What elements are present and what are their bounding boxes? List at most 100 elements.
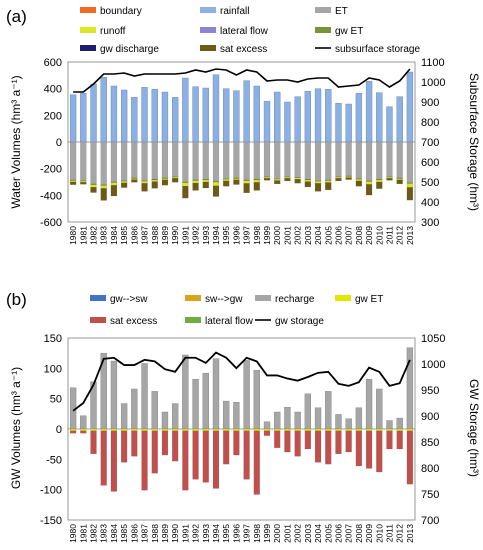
bar-sat-excess xyxy=(345,430,352,453)
bar-runoff xyxy=(243,180,250,184)
bar-sat-excess xyxy=(212,430,220,489)
bar-sat-excess xyxy=(355,430,362,467)
bar-sat-excess xyxy=(243,430,250,480)
bar-rainfall xyxy=(355,93,363,143)
x-tick-label: 1990 xyxy=(170,524,180,543)
x-tick-label: 2002 xyxy=(293,524,303,543)
bar-runoff xyxy=(386,177,393,179)
bar-rainfall xyxy=(335,103,342,143)
bar-et xyxy=(335,141,342,177)
bar-sat-excess xyxy=(396,430,403,450)
bar-recharge xyxy=(294,411,301,430)
right-tick-label: 700 xyxy=(421,515,439,527)
right-tick-label: 400 xyxy=(421,197,439,209)
bar-gw-et xyxy=(202,428,209,431)
bar-runoff xyxy=(406,183,414,188)
x-tick-label: 2007 xyxy=(344,524,354,543)
bar-rainfall xyxy=(182,77,189,143)
right-tick-label: 1000 xyxy=(421,77,445,89)
bar-sat-excess xyxy=(304,181,311,188)
y-tick-label: 400 xyxy=(44,84,62,96)
x-tick-label: 1995 xyxy=(221,524,231,543)
x-tick-label: 1995 xyxy=(221,226,231,245)
x-tick-label: 1983 xyxy=(99,524,109,543)
bar-rainfall xyxy=(161,91,169,143)
bar-rainfall xyxy=(80,93,87,143)
storage-line xyxy=(73,68,411,93)
bar-sat-excess xyxy=(274,180,281,185)
bar-et xyxy=(274,141,281,179)
bar-recharge xyxy=(314,407,322,430)
bar-recharge xyxy=(325,391,332,430)
bar-runoff xyxy=(284,177,291,179)
y-tick-label: 0 xyxy=(56,424,62,436)
y-tick-label: 50 xyxy=(50,394,62,406)
x-tick-label: 1990 xyxy=(170,226,180,245)
bar-rainfall xyxy=(233,90,240,143)
bar-runoff xyxy=(376,179,383,183)
right-tick-label: 1050 xyxy=(421,333,445,345)
bar-et xyxy=(151,141,158,180)
right-tick-label: 850 xyxy=(421,437,439,449)
bar-gw-et xyxy=(345,428,352,431)
bar-recharge xyxy=(284,406,291,430)
x-tick-label: 2010 xyxy=(374,524,384,543)
bar-rainfall xyxy=(263,101,271,143)
panel-b-legend: gw-->sw sw-->gw recharge gw ET sat excess lat… xyxy=(90,294,383,327)
x-tick-label: 2006 xyxy=(333,226,343,245)
bar-runoff xyxy=(202,179,209,183)
bar-sat-excess xyxy=(233,430,240,456)
x-tick-label: 1999 xyxy=(262,524,272,543)
bar-et xyxy=(304,141,311,180)
x-tick-label: 1988 xyxy=(150,524,160,543)
bar-et xyxy=(243,141,250,181)
bar-gw-et xyxy=(223,428,230,431)
bar-rainfall xyxy=(365,81,373,143)
bar-sat-excess xyxy=(294,430,301,457)
x-tick-label: 1994 xyxy=(211,524,221,543)
bar-sat-excess xyxy=(151,430,158,474)
bar-gw-et xyxy=(314,428,322,431)
bar-sat-excess xyxy=(172,430,179,462)
bar-rainfall xyxy=(406,71,414,143)
legend-label: subsurface storage xyxy=(335,44,420,55)
y-tick-label: -600 xyxy=(40,217,62,229)
bar-gw-et xyxy=(100,428,107,431)
bar-sat-excess xyxy=(284,430,291,453)
x-tick-label: 1991 xyxy=(180,226,190,245)
bar-et xyxy=(182,141,189,183)
bar-gw-et xyxy=(192,428,199,431)
bar-runoff xyxy=(69,180,77,183)
bar-gw-et xyxy=(304,428,311,431)
bar-sat-excess xyxy=(141,183,148,192)
x-tick-label: 1982 xyxy=(89,524,99,543)
bar-rainfall xyxy=(396,96,403,143)
bar-runoff xyxy=(141,181,148,184)
bar-gw-et xyxy=(161,428,169,431)
bar-sat-excess xyxy=(274,430,281,448)
bar-recharge xyxy=(386,420,393,430)
bar-et xyxy=(406,141,414,183)
bar-sat-excess xyxy=(141,430,148,491)
bar-rainfall xyxy=(141,87,148,143)
y-tick-label: 200 xyxy=(44,110,62,122)
bar-runoff xyxy=(304,179,311,182)
y-tick-label: 0 xyxy=(56,137,62,149)
bar-recharge xyxy=(212,358,220,430)
bar-gw-et xyxy=(325,428,332,431)
x-tick-label: 2003 xyxy=(303,226,313,245)
x-tick-label: 1993 xyxy=(201,226,211,245)
bar-et xyxy=(141,141,148,181)
bar-et xyxy=(294,141,301,178)
legend-label: sat excess xyxy=(110,316,157,327)
x-tick-label: 1986 xyxy=(129,226,139,245)
bar-gw-et xyxy=(355,428,362,431)
bar-gw-et xyxy=(284,428,291,431)
legend-swatch-lateral_flow_b xyxy=(185,317,201,323)
bar-runoff xyxy=(345,176,352,178)
bar-rainfall xyxy=(325,89,332,143)
panel-b-label: (b) xyxy=(6,290,27,309)
y-tick-label: 600 xyxy=(44,57,62,69)
bar-sat-excess xyxy=(182,430,189,491)
bar-et xyxy=(80,141,87,181)
